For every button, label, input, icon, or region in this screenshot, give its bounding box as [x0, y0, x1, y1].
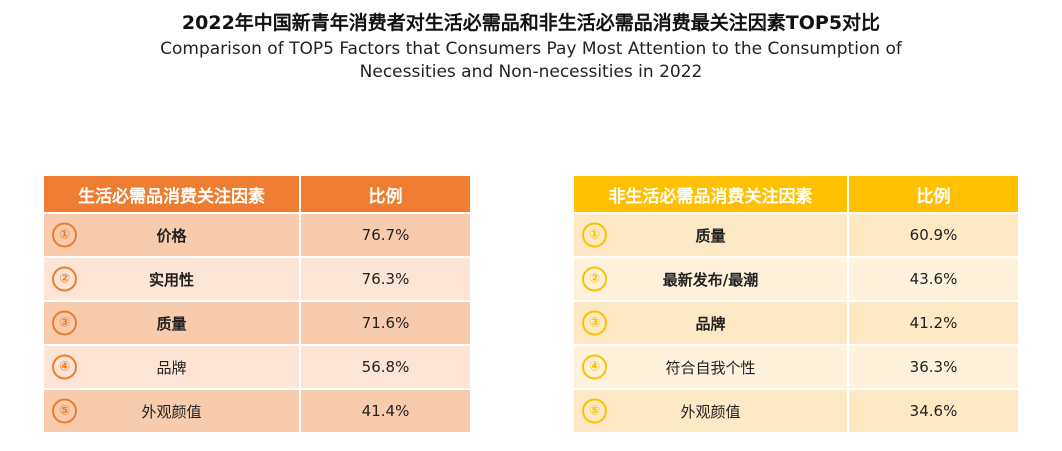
- factor-label: 实用性: [148, 270, 194, 289]
- table-row: ② 最新发布/最潮 43.6%: [574, 256, 1018, 301]
- chart-subtitle: Comparison of TOP5 Factors that Consumer…: [0, 38, 1062, 84]
- ratio-value: 36.3%: [848, 344, 1018, 389]
- ratio-value: 41.4%: [300, 388, 470, 432]
- rank-badge: ⑤: [582, 398, 607, 424]
- table-row: ① 质量 60.9%: [574, 212, 1018, 257]
- ratio-value: 41.2%: [848, 300, 1018, 345]
- factor-label: 质量: [156, 314, 187, 333]
- factor-cell: ⑤ 外观颜值: [574, 388, 849, 432]
- table-header-row: 生活必需品消费关注因素 比例: [44, 176, 470, 213]
- factor-label: 质量: [695, 226, 726, 245]
- table-row: ④ 品牌 56.8%: [44, 344, 470, 389]
- rank-badge: ④: [52, 354, 77, 380]
- factor-cell: ④ 符合自我个性: [574, 344, 849, 389]
- column-header-factor: 非生活必需品消费关注因素: [574, 176, 849, 213]
- non-necessities-table: 非生活必需品消费关注因素 比例 ① 质量 60.9% ② 最新发布/最潮 43.6% ③ 品牌…: [574, 176, 1018, 432]
- ratio-value: 43.6%: [848, 256, 1018, 301]
- factor-cell: ④ 品牌: [44, 344, 301, 389]
- ratio-value: 76.7%: [300, 212, 470, 257]
- subtitle-line-2: Necessities and Non-necessities in 2022: [359, 62, 703, 82]
- factor-cell: ③ 质量: [44, 300, 301, 345]
- table-row: ⑤ 外观颜值 41.4%: [44, 388, 470, 432]
- factor-label: 外观颜值: [141, 402, 202, 421]
- rank-badge: ②: [52, 266, 77, 292]
- rank-badge: ⑤: [52, 398, 77, 424]
- factor-cell: ① 质量: [574, 212, 849, 257]
- column-header-ratio: 比例: [848, 176, 1018, 213]
- ratio-value: 76.3%: [300, 256, 470, 301]
- rank-badge: ①: [582, 222, 607, 248]
- table-row: ⑤ 外观颜值 34.6%: [574, 388, 1018, 432]
- subtitle-line-1: Comparison of TOP5 Factors that Consumer…: [160, 39, 902, 59]
- column-header-ratio: 比例: [300, 176, 470, 213]
- factor-label: 品牌: [156, 358, 187, 377]
- factor-label: 外观颜值: [680, 402, 741, 421]
- rank-badge: ④: [582, 354, 607, 380]
- table-row: ① 价格 76.7%: [44, 212, 470, 257]
- factor-label: 最新发布/最潮: [662, 270, 759, 289]
- table-row: ③ 品牌 41.2%: [574, 300, 1018, 345]
- table-row: ③ 质量 71.6%: [44, 300, 470, 345]
- ratio-value: 71.6%: [300, 300, 470, 345]
- ratio-value: 34.6%: [848, 388, 1018, 432]
- rank-badge: ③: [582, 310, 607, 336]
- factor-cell: ⑤ 外观颜值: [44, 388, 301, 432]
- table-row: ④ 符合自我个性 36.3%: [574, 344, 1018, 389]
- ratio-value: 60.9%: [848, 212, 1018, 257]
- chart-title: 2022年中国新青年消费者对生活必需品和非生活必需品消费最关注因素TOP5对比: [181, 12, 881, 34]
- necessities-table-body: ① 价格 76.7% ② 实用性 76.3% ③ 质量 71.6% ④ 品牌 56.8% ⑤ 外观颜值 41…: [44, 212, 470, 432]
- rank-badge: ③: [52, 310, 77, 336]
- rank-badge: ②: [582, 266, 607, 292]
- factor-label: 品牌: [695, 314, 726, 333]
- factor-label: 符合自我个性: [665, 358, 756, 377]
- non-necessities-table-body: ① 质量 60.9% ② 最新发布/最潮 43.6% ③ 品牌 41.2% ④ 符合自我个性 36.3…: [574, 212, 1018, 432]
- ratio-value: 56.8%: [300, 344, 470, 389]
- table-row: ② 实用性 76.3%: [44, 256, 470, 301]
- column-header-factor: 生活必需品消费关注因素: [44, 176, 301, 213]
- necessities-table: 生活必需品消费关注因素 比例 ① 价格 76.7% ② 实用性 76.3% ③ 质量 71.6%…: [44, 176, 470, 432]
- factor-cell: ③ 品牌: [574, 300, 849, 345]
- factor-label: 价格: [156, 226, 187, 245]
- factor-cell: ① 价格: [44, 212, 301, 257]
- rank-badge: ①: [52, 222, 77, 248]
- factor-cell: ② 实用性: [44, 256, 301, 301]
- factor-cell: ② 最新发布/最潮: [574, 256, 849, 301]
- table-header-row: 非生活必需品消费关注因素 比例: [574, 176, 1018, 213]
